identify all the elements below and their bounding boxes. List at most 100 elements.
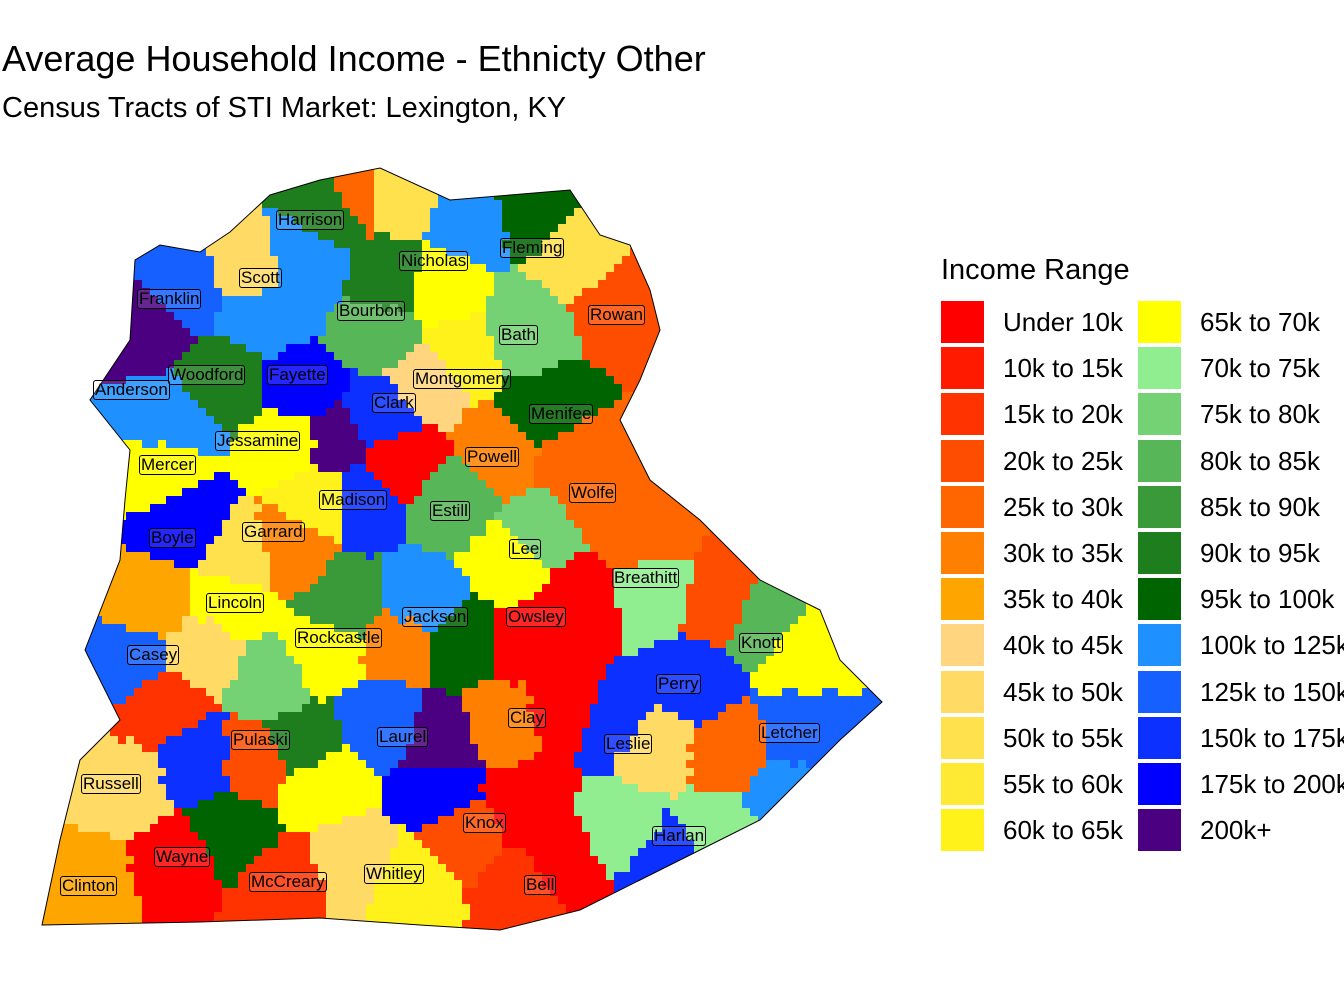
tract-cell (870, 216, 879, 225)
tract-cell (678, 336, 687, 345)
tract-cell (542, 424, 551, 433)
tract-cell (294, 200, 303, 209)
tract-cell (814, 440, 823, 449)
tract-cell (430, 320, 439, 329)
tract-cell (854, 312, 863, 321)
tract-cell (718, 488, 727, 497)
tract-cell (846, 184, 855, 193)
tract-cell (822, 448, 831, 457)
tract-cell (758, 496, 767, 505)
tract-cell (846, 288, 855, 297)
tract-cell (358, 416, 367, 425)
tract-cell (342, 472, 351, 481)
tract-cell (526, 168, 535, 169)
tract-cell (190, 208, 199, 217)
tract-cell (670, 384, 679, 393)
tract-cell (502, 488, 511, 497)
tract-cell (670, 448, 679, 457)
tract-cell (278, 440, 287, 449)
tract-cell (846, 336, 855, 345)
tract-cell (718, 240, 727, 249)
tract-cell (774, 344, 783, 353)
tract-cell (86, 408, 95, 417)
tract-cell (198, 352, 207, 361)
tract-cell (822, 176, 831, 185)
tract-cell (158, 192, 167, 201)
tract-cell (766, 232, 775, 241)
tract-cell (510, 168, 519, 169)
tract-cell (190, 320, 199, 329)
tract-cell (42, 240, 47, 249)
tract-cell (502, 440, 511, 449)
tract-cell (158, 200, 167, 209)
tract-cell (174, 368, 183, 377)
tract-cell (886, 272, 895, 281)
tract-cell (510, 512, 519, 521)
tract-cell (670, 376, 679, 385)
tract-cell (358, 296, 367, 305)
tract-cell (142, 280, 151, 289)
tract-cell (766, 184, 775, 193)
tract-cell (238, 376, 247, 385)
tract-cell (806, 192, 815, 201)
tract-cell (838, 360, 847, 369)
tract-cell (190, 192, 199, 201)
tract-cell (398, 272, 407, 281)
tract-cell (190, 424, 199, 433)
tract-cell (854, 496, 863, 505)
tract-cell (574, 288, 583, 297)
tract-cell (550, 232, 559, 241)
tract-cell (94, 224, 103, 233)
tract-cell (214, 296, 223, 305)
tract-cell (710, 256, 719, 265)
tract-cell (478, 512, 487, 521)
tract-cell (46, 384, 55, 393)
tract-cell (854, 488, 863, 497)
tract-cell (598, 520, 607, 529)
tract-cell (518, 336, 527, 345)
tract-cell (646, 248, 655, 257)
tract-cell (798, 392, 807, 401)
tract-cell (214, 472, 223, 481)
tract-cell (214, 360, 223, 369)
tract-cell (230, 360, 239, 369)
tract-cell (446, 208, 455, 217)
tract-cell (726, 256, 735, 265)
tract-cell (366, 464, 375, 473)
tract-cell (270, 496, 279, 505)
tract-cell (198, 184, 207, 193)
tract-cell (718, 192, 727, 201)
tract-cell (318, 248, 327, 257)
tract-cell (302, 464, 311, 473)
tract-cell (198, 336, 207, 345)
tract-cell (102, 432, 111, 441)
tract-cell (822, 248, 831, 257)
tract-cell (270, 344, 279, 353)
tract-cell (638, 408, 647, 417)
tract-cell (702, 408, 711, 417)
tract-cell (742, 480, 751, 489)
tract-cell (422, 408, 431, 417)
tract-cell (198, 312, 207, 321)
tract-cell (702, 368, 711, 377)
tract-cell (726, 424, 735, 433)
tract-cell (334, 232, 343, 241)
tract-cell (486, 440, 495, 449)
tract-cell (750, 168, 759, 169)
tract-cell (454, 184, 463, 193)
tract-cell (46, 456, 55, 465)
tract-cell (734, 304, 743, 313)
tract-cell (598, 168, 607, 169)
tract-cell (790, 344, 799, 353)
tract-cell (454, 472, 463, 481)
tract-cell (406, 400, 415, 409)
tract-cell (174, 440, 183, 449)
tract-cell (254, 272, 263, 281)
tract-cell (158, 520, 167, 529)
tract-cell (46, 336, 55, 345)
tract-cell (302, 240, 311, 249)
tract-cell (766, 168, 775, 177)
tract-cell (102, 192, 111, 201)
tract-cell (590, 440, 599, 449)
tract-cell (254, 416, 263, 425)
